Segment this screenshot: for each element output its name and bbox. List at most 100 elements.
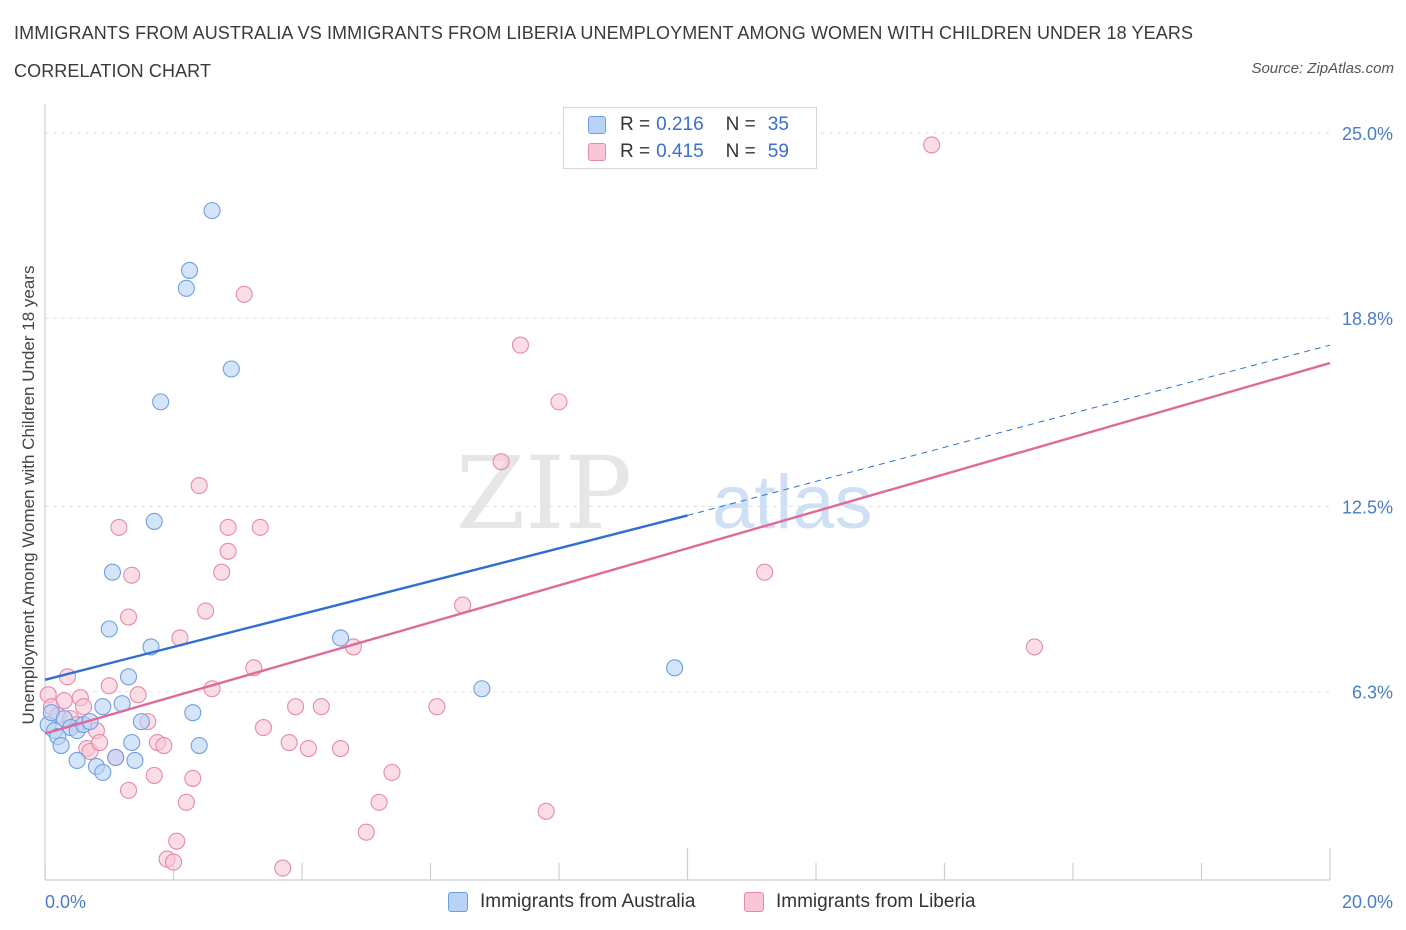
australia-point bbox=[123, 733, 141, 752]
axes bbox=[44, 104, 1331, 881]
bottom-legend-swatch-australia bbox=[448, 892, 468, 912]
australia-point bbox=[666, 659, 684, 677]
liberia-point bbox=[299, 739, 317, 758]
australia-point bbox=[184, 704, 202, 722]
liberia-point bbox=[492, 453, 510, 471]
liberia-point bbox=[235, 285, 253, 303]
liberia-point bbox=[254, 719, 273, 737]
liberia-point bbox=[287, 698, 305, 716]
chart-title: IMMIGRANTS FROM AUSTRALIA VS IMMIGRANTS … bbox=[14, 23, 1194, 81]
legend-n-value: 59 bbox=[767, 141, 789, 162]
australia-point bbox=[331, 629, 350, 647]
liberia-point bbox=[550, 393, 568, 411]
legend-swatch-liberia bbox=[588, 143, 606, 161]
liberia-point bbox=[100, 677, 118, 695]
gridlines bbox=[45, 132, 1330, 693]
liberia-point bbox=[155, 736, 173, 755]
australia-point bbox=[181, 261, 199, 279]
liberia-point bbox=[280, 733, 298, 752]
liberia-point bbox=[55, 692, 73, 710]
liberia-point bbox=[428, 698, 446, 716]
liberia-point bbox=[219, 518, 237, 536]
source-label: Source: ZipAtlas.com bbox=[1251, 60, 1394, 77]
watermark: ZIP atlas bbox=[456, 435, 873, 552]
australia-point bbox=[126, 751, 144, 770]
liberia-point bbox=[164, 853, 183, 871]
liberia-point bbox=[1025, 638, 1043, 656]
legend-swatch-australia bbox=[588, 116, 606, 134]
liberia-point bbox=[129, 686, 147, 704]
liberia-point bbox=[251, 518, 269, 536]
liberia-point bbox=[58, 668, 77, 686]
liberia-point bbox=[357, 823, 375, 841]
liberia-point bbox=[312, 698, 330, 716]
liberia-point bbox=[274, 859, 292, 877]
y-tick-label: 12.5% bbox=[1342, 497, 1393, 517]
australia-point bbox=[152, 393, 170, 411]
liberia-point bbox=[123, 566, 141, 584]
australia-point bbox=[94, 698, 112, 716]
australia-trend-line bbox=[44, 514, 688, 681]
bottom-legend-label-australia: Immigrants from Australia bbox=[480, 891, 696, 912]
liberia-point bbox=[756, 563, 774, 581]
australia-point bbox=[177, 279, 195, 297]
liberia-point bbox=[110, 518, 128, 536]
liberia-point bbox=[923, 136, 941, 154]
australia-point bbox=[107, 748, 125, 767]
legend-row-liberia: R = 0.415 N = 59 bbox=[588, 140, 789, 164]
liberia-trend-line bbox=[44, 361, 1331, 735]
legend-row-australia: R = 0.216 N = 35 bbox=[588, 113, 789, 137]
australia-point bbox=[132, 713, 150, 731]
liberia-point bbox=[197, 602, 215, 620]
legend-r-value: 0.216 bbox=[656, 114, 704, 135]
australia-point bbox=[52, 736, 70, 755]
australia-point bbox=[94, 763, 112, 781]
australia-trend-extension bbox=[687, 344, 1331, 516]
y-axis-title: Unemployment Among Women with Children U… bbox=[19, 266, 38, 725]
australia-point bbox=[145, 512, 163, 530]
legend-n-value: 35 bbox=[767, 114, 789, 135]
liberia-point bbox=[119, 781, 138, 799]
bottom-legend-liberia: Immigrants from Liberia bbox=[744, 888, 976, 916]
y-tick-label: 18.8% bbox=[1342, 309, 1393, 329]
liberia-point bbox=[370, 793, 388, 811]
australia-point bbox=[203, 202, 221, 220]
liberia-point bbox=[190, 477, 208, 495]
liberia-point bbox=[168, 832, 186, 850]
legend-n-label: N = bbox=[725, 114, 756, 135]
australia-point bbox=[100, 620, 118, 638]
liberia-point bbox=[91, 733, 109, 752]
bottom-legend-label-liberia: Immigrants from Liberia bbox=[776, 891, 976, 912]
liberia-point bbox=[511, 336, 530, 354]
australia-point bbox=[473, 680, 491, 698]
bottom-legend-swatch-liberia bbox=[744, 892, 764, 912]
liberia-point bbox=[177, 793, 195, 811]
tick-labels: 6.3% 12.5% 18.8% 25.0% 0.0% 20.0% bbox=[45, 124, 1393, 912]
liberia-point bbox=[219, 542, 237, 560]
bottom-legend-australia: Immigrants from Australia bbox=[448, 888, 695, 916]
legend-r-label: R = bbox=[620, 141, 651, 162]
liberia-point bbox=[213, 563, 231, 581]
legend-r-label: R = bbox=[620, 114, 651, 135]
liberia-point bbox=[184, 769, 202, 787]
liberia-point bbox=[331, 739, 350, 758]
liberia-point bbox=[145, 766, 163, 784]
liberia-point bbox=[383, 763, 401, 781]
trend-lines bbox=[44, 344, 1331, 735]
liberia-point bbox=[119, 608, 138, 626]
australia-point bbox=[68, 751, 86, 770]
x-tick-label: 20.0% bbox=[1342, 892, 1393, 912]
y-tick-label: 6.3% bbox=[1352, 683, 1393, 703]
liberia-point bbox=[75, 698, 93, 716]
watermark-zip: ZIP bbox=[456, 435, 632, 552]
x-tick-label: 0.0% bbox=[45, 892, 86, 912]
australia-point bbox=[103, 563, 122, 581]
liberia-point bbox=[537, 802, 555, 820]
y-tick-label: 25.0% bbox=[1342, 124, 1393, 144]
legend-r-value: 0.415 bbox=[656, 141, 704, 162]
australia-points bbox=[39, 202, 684, 781]
australia-point bbox=[190, 736, 208, 755]
australia-point bbox=[222, 360, 240, 378]
stats-legend: R = 0.216 N = 35 R = 0.415 N = 59 bbox=[563, 107, 817, 169]
